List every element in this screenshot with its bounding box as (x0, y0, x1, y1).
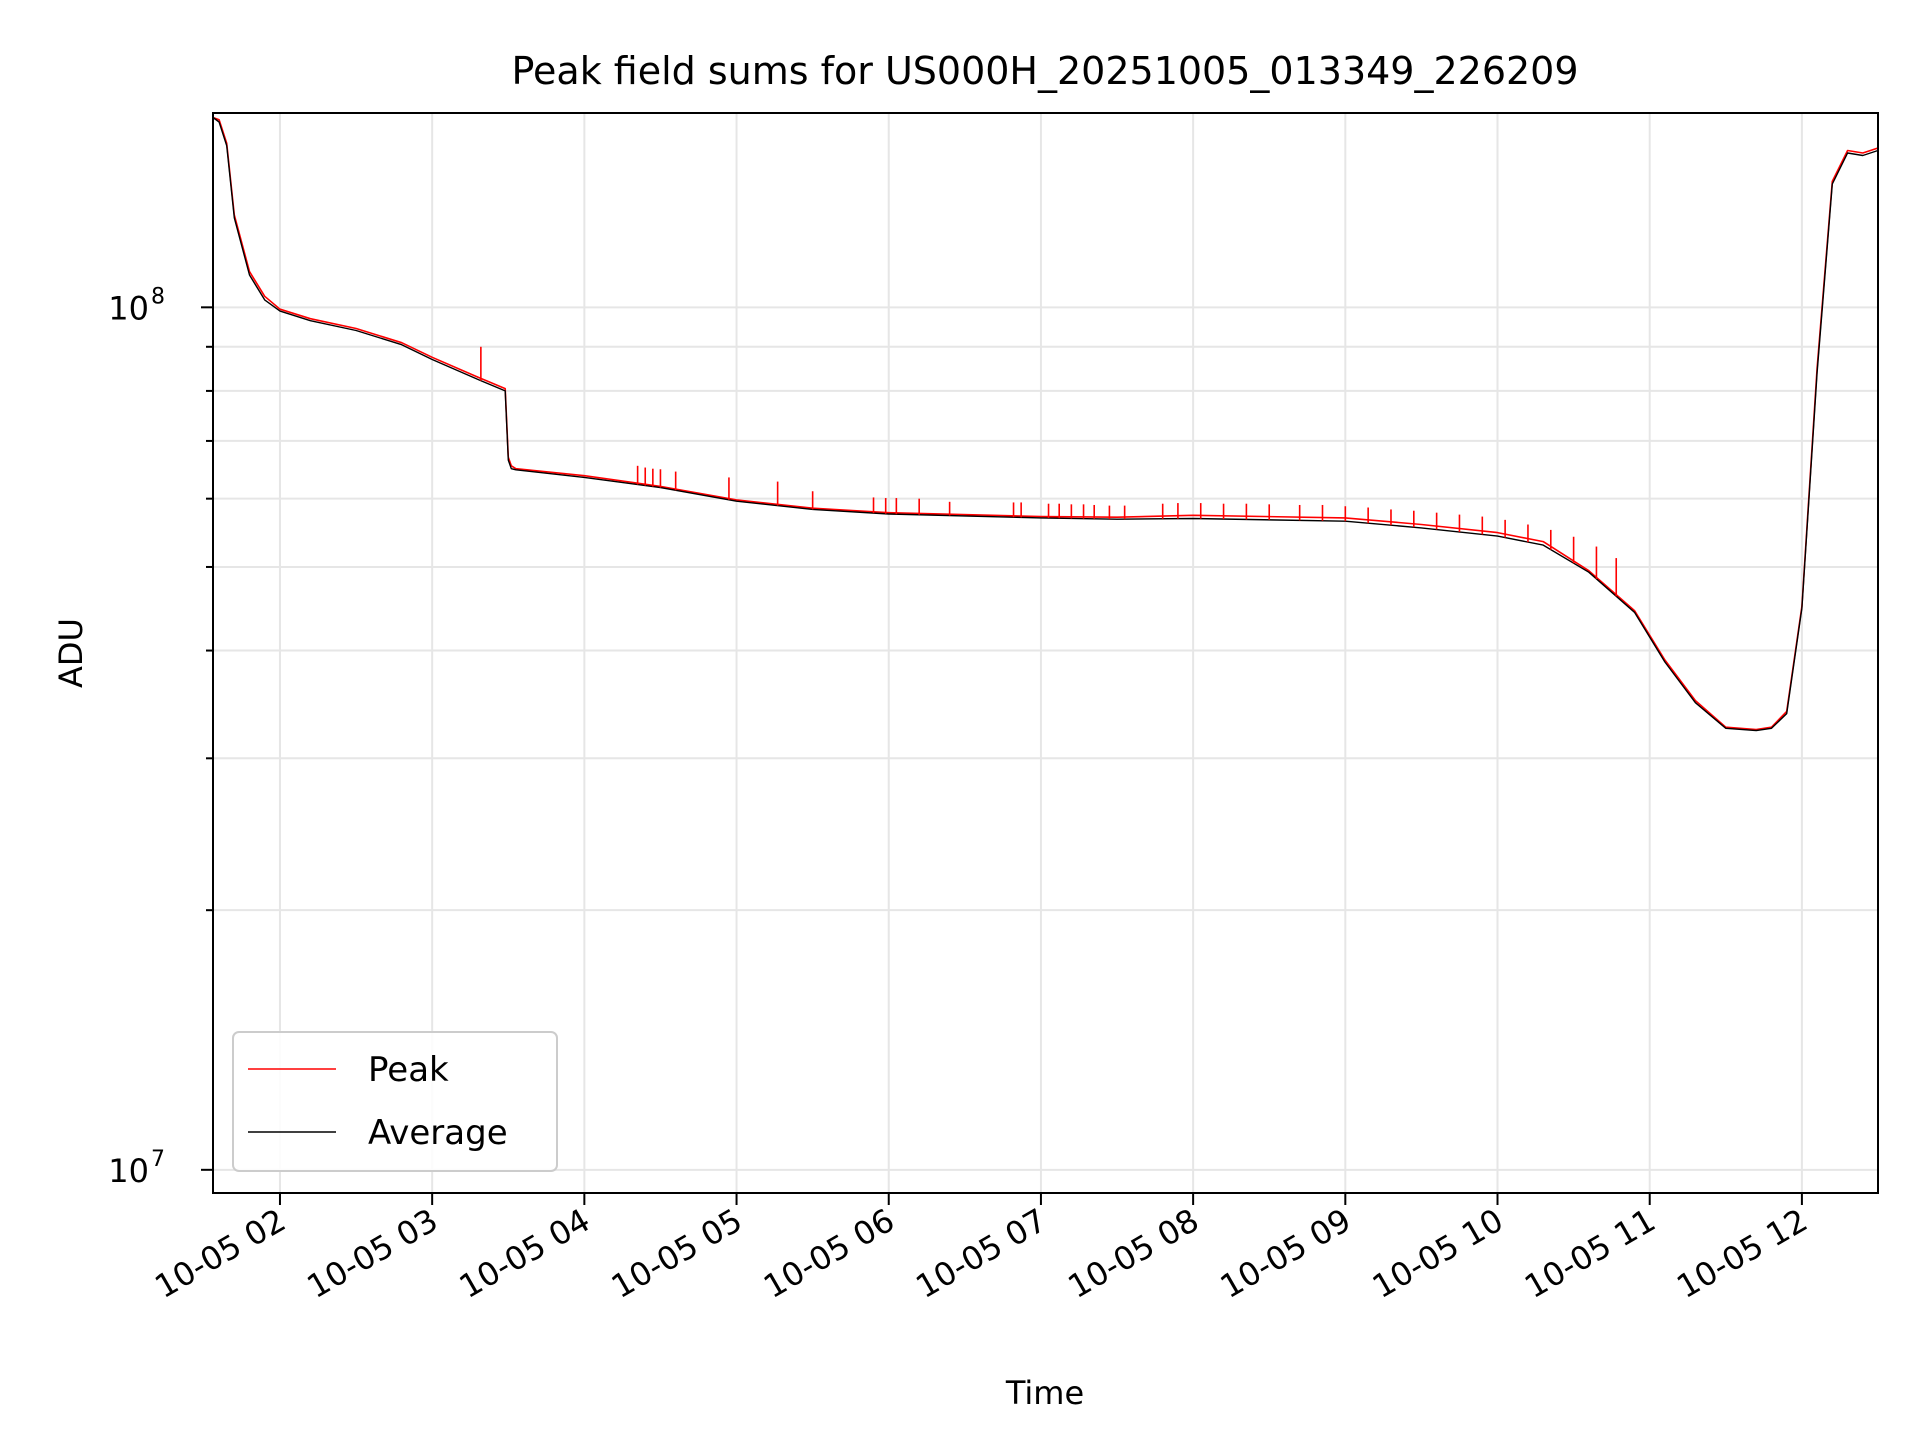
grid (213, 113, 1878, 1193)
series-line-average (212, 116, 1879, 732)
series-line-peak (212, 116, 1879, 731)
plot-area-frame (212, 112, 1879, 1194)
y-tick-label-base: 10 (108, 289, 149, 327)
legend-box (232, 1031, 558, 1172)
legend-peak-label: Peak (368, 1050, 449, 1090)
y-tick-label-base: 10 (108, 1152, 149, 1190)
legend-average-label: Average (368, 1113, 508, 1153)
y-tick-label-exponent: 8 (151, 284, 165, 309)
y-axis-label: ADU (52, 618, 90, 688)
series-group (212, 116, 1879, 732)
chart-title: Peak field sums for US000H_20251005_0133… (511, 49, 1578, 93)
legend: Peak Average (232, 1031, 558, 1172)
y-tick-label: 10 8 (108, 284, 165, 327)
y-tick-label-exponent: 7 (151, 1147, 165, 1172)
x-axis-label: Time (1005, 1374, 1084, 1412)
y-tick-label: 10 7 (108, 1147, 165, 1190)
